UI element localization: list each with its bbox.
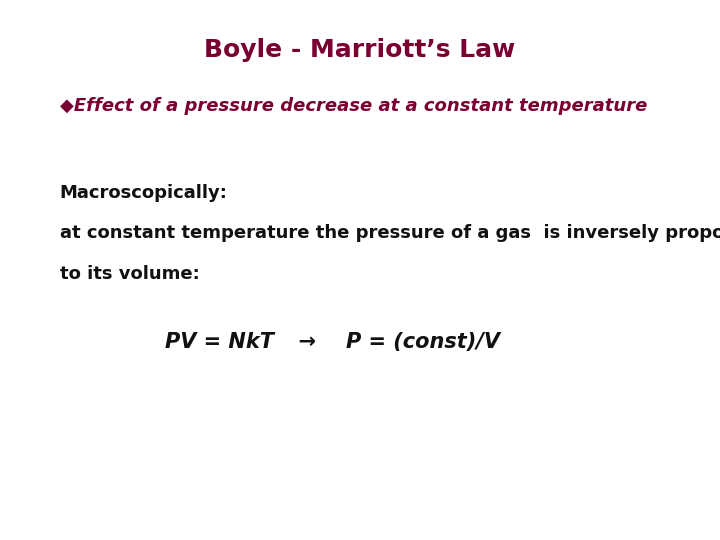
Text: at constant temperature the pressure of a gas  is inversely proportional: at constant temperature the pressure of …: [60, 224, 720, 242]
Text: Macroscopically:: Macroscopically:: [60, 184, 228, 201]
Text: to its volume:: to its volume:: [60, 265, 199, 282]
Text: Boyle - Marriott’s Law: Boyle - Marriott’s Law: [204, 38, 516, 62]
Text: P = (const)/V: P = (const)/V: [346, 332, 500, 352]
Text: ◆Effect of a pressure decrease at a constant temperature: ◆Effect of a pressure decrease at a cons…: [60, 97, 647, 115]
Text: PV = NkT: PV = NkT: [165, 332, 274, 352]
Text: →: →: [284, 332, 331, 352]
